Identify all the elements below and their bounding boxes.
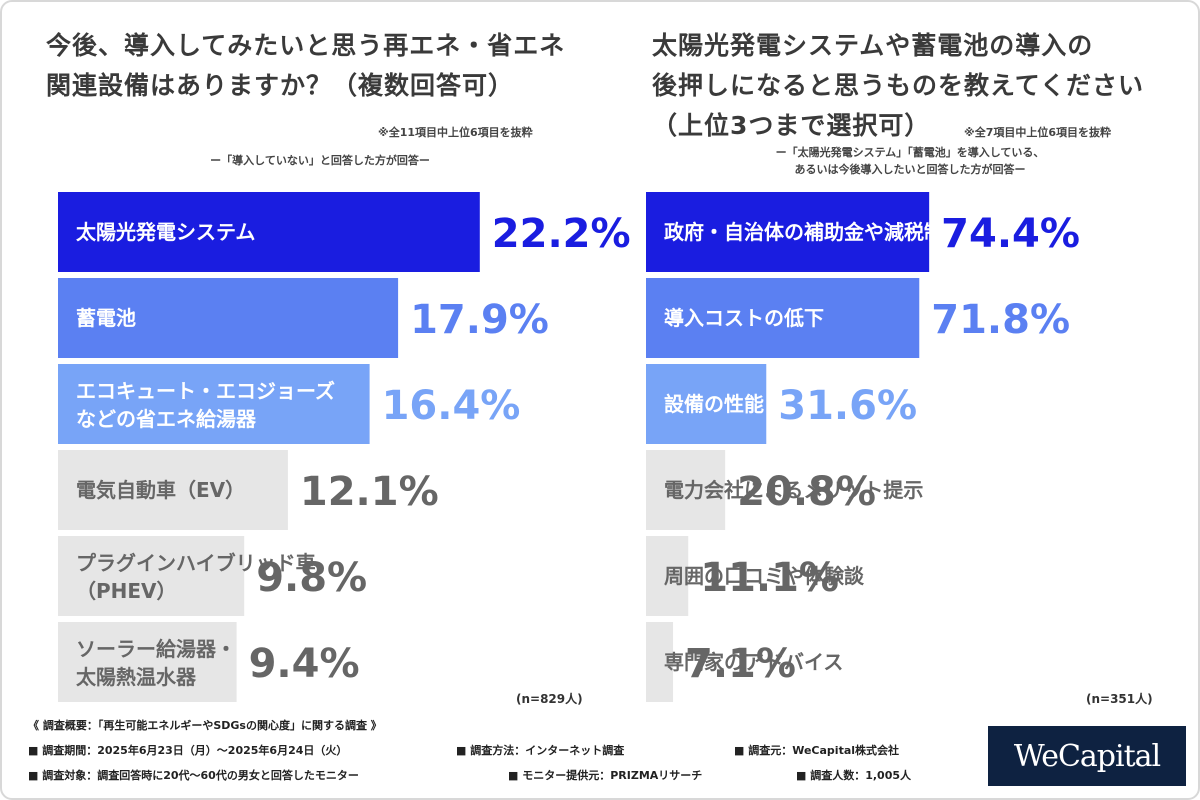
right-subtitle-line-1: ー「太陽光発電システム」「蓄電池」を導入している、	[775, 146, 1045, 159]
bar-value-label: 16.4%	[382, 383, 521, 429]
bar-category-line: 蓄電池	[76, 306, 136, 330]
left-chart-title: 今後、導入してみたいと思う再エネ・省エネ 関連設備はありますか？（複数回答可）	[46, 26, 565, 106]
bar-category-line: 周囲の口コミや体験談	[664, 564, 865, 588]
right-title-line-2: 後押しになると思うものを教えてください	[652, 71, 1145, 100]
bar	[58, 364, 370, 444]
bar-category-label: 蓄電池	[76, 306, 136, 330]
survey-method: ■ 調査方法：インターネット調査	[456, 744, 625, 757]
right-subtitle: ー「太陽光発電システム」「蓄電池」を導入している、 あるいは今後導入したいと回答…	[660, 144, 1160, 178]
bar	[646, 364, 767, 444]
bar-value-label: 74.4%	[941, 211, 1080, 257]
bar-category-label: 太陽光発電システム	[76, 220, 255, 244]
bar-value-label: 12.1%	[300, 469, 439, 515]
right-title-line-3: （上位3つまで選択可）	[652, 111, 931, 140]
bar	[646, 622, 674, 702]
bar-category-line: 電力会社によるメリット提示	[664, 478, 923, 502]
bar-category-label: エコキュート・エコジョーズなどの省エネ給湯器	[76, 379, 335, 431]
bar-category-label: 設備の性能・安全性向上	[664, 392, 884, 416]
left-subtitle-line-1: ー「導入していない」と回答した方が回答ー	[210, 154, 430, 167]
bar-value-label: 7.1%	[685, 641, 796, 687]
survey-target: ■ 調査対象：調査回答時に20代〜60代の男女と回答したモニター	[28, 769, 359, 782]
left-title-line-1: 今後、導入してみたいと思う再エネ・省エネ	[46, 31, 566, 60]
bar-value-label: 20.8%	[737, 469, 876, 515]
bar-category-line: プラグインハイブリッド車	[76, 551, 316, 575]
right-chart-title: 太陽光発電システムや蓄電池の導入の 後押しになると思うものを教えてください （上…	[652, 26, 1144, 146]
bar-category-line: 政府・自治体の補助金や減税制度	[664, 220, 965, 244]
bar-category-line: などの省エネ給湯器	[76, 407, 257, 431]
bar	[646, 278, 920, 358]
bar-category-line: エコキュート・エコジョーズ	[76, 379, 335, 403]
left-subtitle: ー「導入していない」と回答した方が回答ー	[60, 152, 580, 169]
bar-category-line: 太陽熱温水器	[76, 665, 197, 689]
right-bar-chart: 政府・自治体の補助金や減税制度 74.4% 導入コストの低下 71.8% 設備の性能・安…	[646, 192, 1156, 708]
right-title-line-1: 太陽光発電システムや蓄電池の導入の	[652, 31, 1094, 60]
bar	[646, 536, 689, 616]
bar-category-label: 周囲の口コミや体験談	[664, 564, 865, 588]
bar-category-line: 専門家のアドバイス	[664, 650, 843, 674]
bar-value-label: 71.8%	[931, 297, 1070, 343]
survey-period: ■ 調査期間：2025年6月23日（月）～2025年6月24日（火）	[28, 744, 348, 757]
right-subtitle-line-2: あるいは今後導入したいと回答した方が回答ー	[794, 163, 1026, 176]
bar	[58, 622, 237, 702]
bar-category-line: ソーラー給湯器・	[76, 637, 236, 661]
survey-source: ■ 調査元：WeCapital株式会社	[734, 744, 900, 757]
bar-category-line: （PHEV）	[76, 579, 177, 603]
left-note: ※全11項目中上位6項目を抜粋	[378, 126, 533, 139]
bar-category-label: プラグインハイブリッド車 （PHEV）	[76, 551, 316, 603]
bar	[646, 450, 726, 530]
survey-heading: 《 調査概要：「再生可能エネルギーやSDGsの関心度」に関する調査 》	[28, 719, 382, 732]
bar-value-label: 11.1%	[700, 555, 839, 601]
bar	[58, 536, 245, 616]
bar-value-label: 22.2%	[492, 211, 631, 257]
right-sample-size: (n=351人)	[1086, 692, 1153, 706]
bar-category-label: 政府・自治体の補助金や減税制度	[664, 220, 965, 244]
bar-category-line: 設備の性能・安全性向上	[664, 392, 884, 416]
chart-svg: 太陽光発電システム 22.2% 蓄電池 17.9% エコキュート・エコジョーズなどの省エ…	[58, 192, 631, 702]
bar-value-label: 9.8%	[256, 555, 367, 601]
bar-value-label: 31.6%	[778, 383, 917, 429]
survey-count: ■ 調査人数：1,005人	[796, 769, 912, 782]
right-note: ※全7項目中上位6項目を抜粋	[964, 126, 1112, 139]
bar-category-label: 導入コストの低下	[664, 306, 824, 330]
bar-category-label: 電気自動車（EV）	[76, 478, 245, 502]
bar-category-line: 導入コストの低下	[664, 306, 824, 330]
left-bar-chart: 太陽光発電システム 22.2% 蓄電池 17.9% エコキュート・エコジョーズなどの省エ…	[58, 192, 818, 708]
bar-category-label: 専門家のアドバイス	[664, 650, 843, 674]
bar	[646, 192, 930, 272]
bar	[58, 278, 399, 358]
bar-category-label: 電力会社によるメリット提示	[664, 478, 923, 502]
logo-text: WeCapital	[1013, 738, 1161, 774]
bar-value-label: 9.4%	[249, 641, 360, 687]
left-sample-size: (n=829人)	[516, 692, 583, 706]
bar-category-line: 電気自動車（EV）	[76, 478, 245, 502]
bar-category-line: 太陽光発電システム	[76, 220, 255, 244]
survey-panel-provider: ■ モニター提供元：PRIZMAリサーチ	[508, 769, 703, 782]
bar-value-label: 17.9%	[410, 297, 549, 343]
left-title-line-2: 関連設備はありますか？（複数回答可）	[46, 71, 515, 100]
bar	[58, 450, 288, 530]
bar-category-label: ソーラー給湯器・太陽熱温水器	[76, 637, 236, 689]
bar	[58, 192, 480, 272]
wecapital-logo: WeCapital	[988, 726, 1186, 786]
